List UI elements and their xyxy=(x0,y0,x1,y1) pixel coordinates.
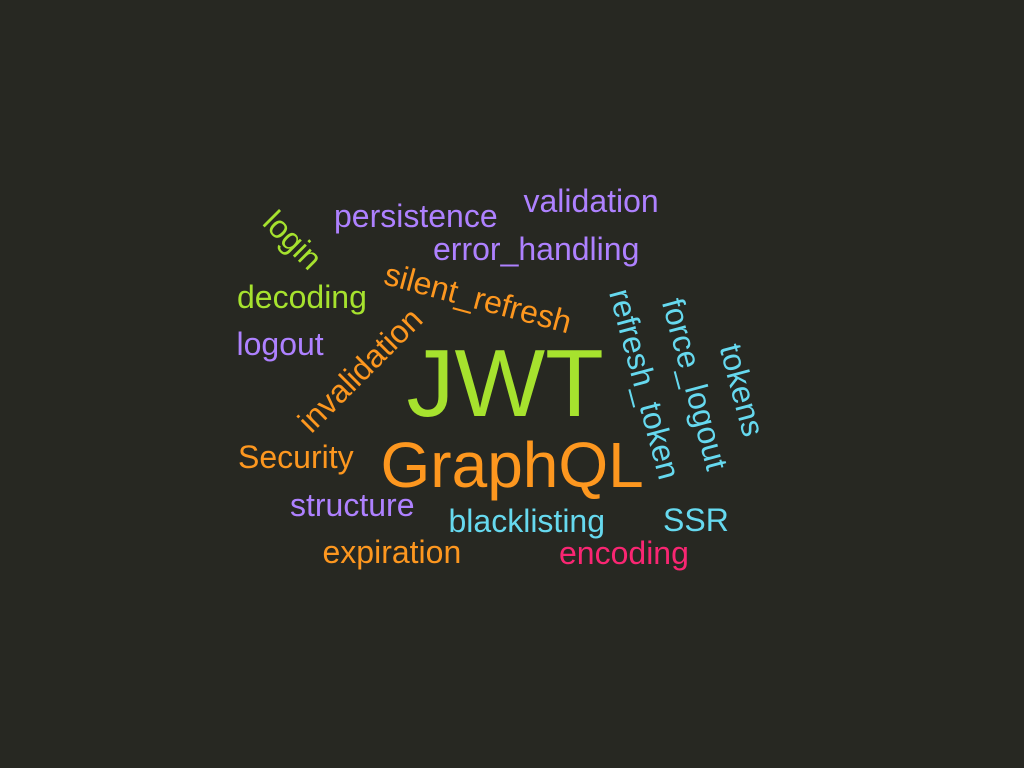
word-expiration: expiration xyxy=(322,534,462,570)
word-login: login xyxy=(256,203,330,277)
word-logout: logout xyxy=(236,326,324,362)
word-ssr: SSR xyxy=(663,502,729,538)
word-graphql: GraphQL xyxy=(380,429,644,501)
word-encoding: encoding xyxy=(559,535,689,571)
word-validation: validation xyxy=(523,183,659,219)
word-security: Security xyxy=(238,439,354,475)
word-error-handling: error_handling xyxy=(433,231,640,267)
word-persistence: persistence xyxy=(334,198,498,234)
word-decoding: decoding xyxy=(237,279,367,315)
word-blacklisting: blacklisting xyxy=(448,503,606,539)
word-jwt: JWT xyxy=(406,330,604,437)
word-structure: structure xyxy=(290,487,415,523)
